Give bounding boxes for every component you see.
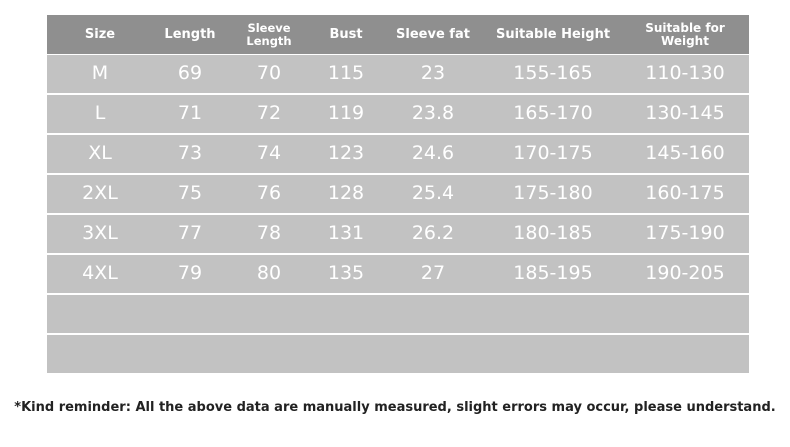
table-cell: L [94, 102, 106, 125]
table-cell: 78 [256, 222, 282, 245]
table-cell: 160-175 [645, 182, 725, 205]
table-cell: 69 [177, 62, 203, 85]
size-chart-table: Size Length Sleeve Length Bust Sleeve fat Sui… [47, 15, 749, 375]
table-cell: 175-180 [513, 182, 593, 205]
column-header: Sleeve Length [246, 21, 292, 48]
table-row: 4XL 79 80 135 27 185-195 190-205 [47, 255, 749, 293]
table-row: L 71 72 119 23.8 165-170 130-145 [47, 95, 749, 133]
column-header: Suitable Height [495, 26, 611, 42]
table-cell: 27 [420, 262, 446, 285]
table-row: M 69 70 115 23 155-165 110-130 [47, 55, 749, 93]
table-cell: M [91, 62, 109, 85]
table-cell: 131 [327, 222, 365, 245]
table-cell: 24.6 [411, 142, 455, 165]
table-cell: 3XL [82, 222, 118, 245]
table-header: Size Length Sleeve Length Bust Sleeve fat Sui… [47, 15, 749, 54]
column-header: Sleeve fat [396, 26, 470, 42]
table-row [47, 335, 749, 373]
table-cell: 23.8 [411, 102, 455, 125]
table-cell: 79 [177, 262, 203, 285]
table-cell: 190-205 [645, 262, 725, 285]
table-cell: 175-190 [645, 222, 725, 245]
table-cell: 76 [256, 182, 282, 205]
table-row [47, 295, 749, 333]
table-cell: 145-160 [645, 142, 725, 165]
table-row: XL 73 74 123 24.6 170-175 145-160 [47, 135, 749, 173]
table-cell: 2XL [82, 182, 118, 205]
table-cell: 26.2 [411, 222, 455, 245]
table-cell: 25.4 [411, 182, 455, 205]
table-cell: 115 [327, 62, 365, 85]
table-cell: 4XL [82, 262, 118, 285]
table-cell: 74 [256, 142, 282, 165]
table-cell: 23 [420, 62, 446, 85]
table-cell: 135 [327, 262, 365, 285]
table-cell: 180-185 [513, 222, 593, 245]
table-cell: 123 [327, 142, 365, 165]
table-cell: 119 [327, 102, 365, 125]
table-cell: 170-175 [513, 142, 593, 165]
column-header: Length [164, 26, 216, 42]
table-cell: 110-130 [645, 62, 725, 85]
table-cell: 130-145 [645, 102, 725, 125]
column-header: Suitable for Weight [645, 20, 725, 48]
table-cell: 80 [256, 262, 282, 285]
table-cell: 155-165 [513, 62, 593, 85]
table-cell: 185-195 [513, 262, 593, 285]
table-row: 3XL 77 78 131 26.2 180-185 175-190 [47, 215, 749, 253]
table-cell: XL [88, 142, 112, 165]
table-cell: 77 [177, 222, 203, 245]
table-cell: 165-170 [513, 102, 593, 125]
kind-reminder-note: *Kind reminder: All the above data are m… [14, 400, 776, 415]
column-header: Size [84, 26, 116, 42]
table-cell: 128 [327, 182, 365, 205]
table-cell: 75 [177, 182, 203, 205]
column-header: Bust [329, 26, 363, 42]
table-row: 2XL 75 76 128 25.4 175-180 160-175 [47, 175, 749, 213]
table-cell: 73 [177, 142, 203, 165]
table-cell: 72 [256, 102, 282, 125]
table-cell: 71 [177, 102, 203, 125]
table-cell: 70 [256, 62, 282, 85]
